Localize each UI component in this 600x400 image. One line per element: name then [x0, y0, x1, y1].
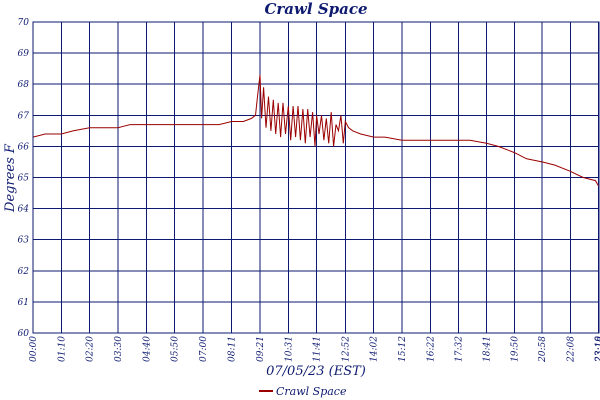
plot-frame: [32, 21, 600, 334]
x-tick-20: 23:18: [595, 336, 600, 363]
series-group: [32, 74, 600, 188]
y-tick-6: 66: [18, 142, 30, 152]
grid: [32, 21, 600, 334]
x-tick-12: 14:02: [370, 336, 380, 362]
x-tick-6: 07:00: [199, 336, 209, 362]
x-tick-18: 20:58: [538, 336, 548, 363]
x-tick-3: 03:30: [114, 336, 124, 362]
x-tick-labels: 00:00 01:10 02:20 03:30 04:40 05:50 07:00 08:11…: [29, 336, 600, 363]
y-tick-3: 63: [18, 236, 30, 246]
chart-title: Crawl Space: [264, 0, 367, 18]
y-tick-4: 64: [18, 205, 30, 215]
x-tick-11: 12:52: [341, 336, 351, 362]
y-tick-7: 67: [18, 111, 30, 121]
y-tick-2: 62: [18, 267, 30, 277]
x-tick-13: 15:12: [398, 336, 408, 362]
y-tick-10: 70: [18, 18, 30, 28]
x-tick-5: 05:50: [171, 336, 181, 362]
x-tick-1: 01:10: [57, 336, 67, 362]
y-tick-0: 60: [18, 329, 30, 339]
y-tick-5: 65: [18, 174, 30, 184]
y-tick-8: 68: [18, 80, 30, 90]
y-tick-labels: 60 61 62 63 64 65 66 67 68 69 70: [18, 18, 30, 339]
x-tick-16: 18:41: [483, 336, 493, 362]
x-tick-14: 16:22: [426, 336, 436, 362]
x-tick-10: 11:41: [313, 336, 323, 362]
x-tick-9: 10:31: [284, 336, 294, 362]
series-line-0: [32, 74, 600, 188]
legend-label: Crawl Space: [276, 385, 347, 398]
x-tick-19: 22:08: [566, 336, 576, 363]
x-tick-8: 09:21: [256, 336, 266, 362]
y-tick-9: 69: [18, 49, 30, 59]
x-tick-21: 23:19: [595, 336, 600, 363]
x-tick-7: 08:11: [228, 336, 238, 362]
x-tick-17: 19:50: [510, 336, 520, 362]
x-axis-label: 07/05/23 (EST): [266, 364, 366, 379]
legend: Crawl Space: [259, 385, 347, 398]
x-tick-0: 00:00: [29, 336, 39, 362]
x-tick-4: 04:40: [142, 336, 152, 362]
y-axis-label: Degrees F: [3, 143, 18, 213]
x-tick-2: 02:20: [86, 336, 96, 362]
y-tick-1: 61: [18, 298, 29, 308]
x-tick-15: 17:32: [455, 336, 465, 362]
